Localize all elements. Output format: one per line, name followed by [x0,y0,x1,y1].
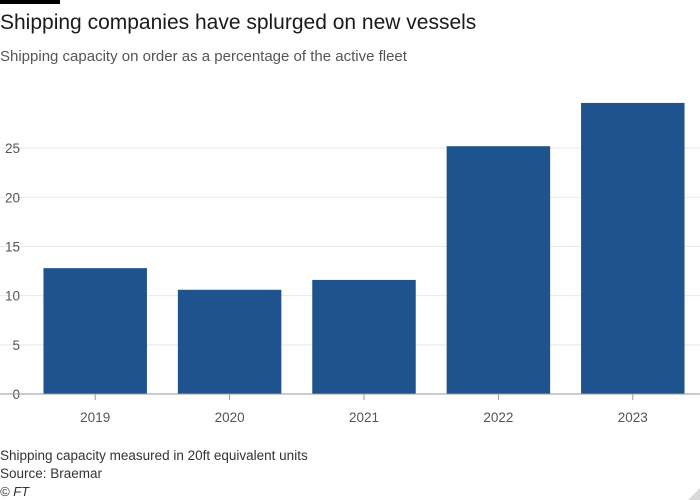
brand-bar [0,0,60,4]
copyright: © FT [0,484,30,499]
footnote-units: Shipping capacity measured in 20ft equiv… [0,448,308,463]
y-tick-label: 15 [5,240,20,255]
corner-fold [688,488,700,500]
bar-2022 [446,146,551,394]
x-tick-label: 2022 [483,410,513,425]
bar-2020 [177,289,282,394]
chart-title: Shipping companies have splurged on new … [0,11,477,34]
x-tick-label: 2023 [618,410,648,425]
chart-subtitle: Shipping capacity on order as a percenta… [0,48,407,65]
bar-2023 [581,102,685,394]
bar-chart: 051015202520192020202120222023 [0,102,700,425]
x-tick-label: 2021 [349,410,379,425]
x-tick-label: 2020 [215,410,245,425]
x-tick-label: 2019 [80,410,110,425]
y-tick-label: 5 [12,338,20,353]
bar-2019 [43,268,147,394]
y-tick-label: 25 [5,141,20,156]
y-tick-label: 10 [5,289,20,304]
footnote-source: Source: Braemar [0,466,103,481]
y-tick-label: 20 [5,190,20,205]
bar-2021 [312,279,416,394]
